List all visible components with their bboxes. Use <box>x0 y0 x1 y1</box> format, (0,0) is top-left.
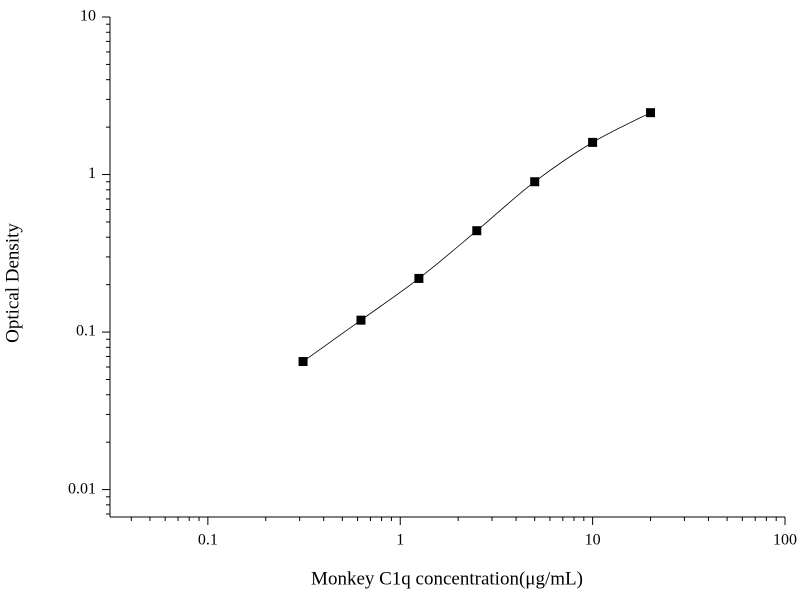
x-tick-label: 100 <box>773 532 797 549</box>
data-point <box>356 315 366 325</box>
x-tick-label: 0.1 <box>198 532 218 549</box>
y-tick-label: 10 <box>80 8 96 25</box>
y-tick-label: 0.01 <box>68 480 96 497</box>
x-axis-title: Monkey C1q concentration(μg/mL) <box>311 568 583 589</box>
data-point <box>298 357 308 367</box>
data-point <box>414 273 424 283</box>
data-point <box>472 226 482 236</box>
data-point <box>588 137 598 147</box>
data-point <box>646 108 656 118</box>
fit-curve <box>302 112 651 362</box>
x-tick-label: 10 <box>585 532 601 549</box>
x-tick-label: 1 <box>396 532 404 549</box>
y-tick-label: 1 <box>88 165 96 182</box>
y-axis-title: Optical Density <box>2 223 23 343</box>
data-point <box>530 177 540 187</box>
y-tick-label: 0.1 <box>76 323 96 340</box>
